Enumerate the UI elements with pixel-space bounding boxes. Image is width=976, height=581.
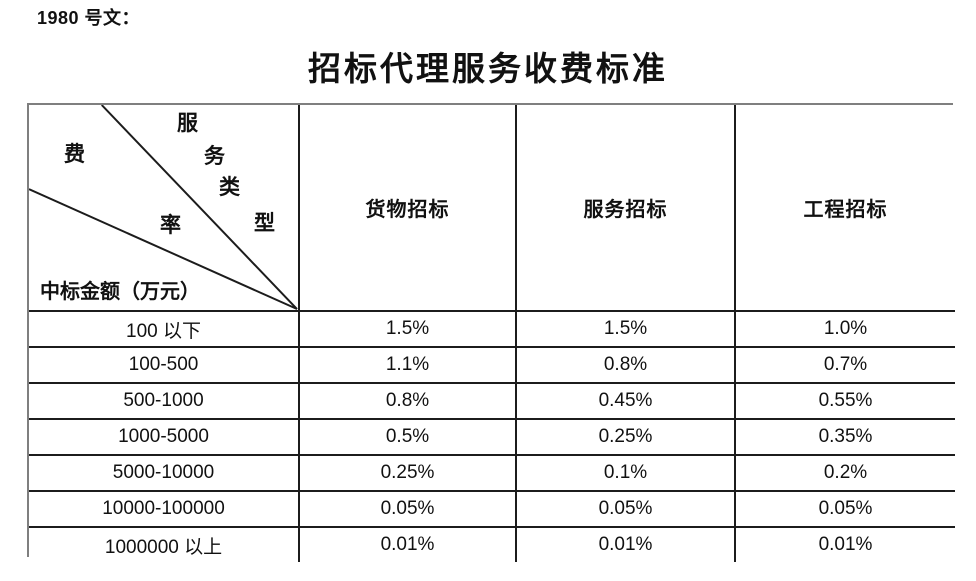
table-row: 1000-5000 0.5% 0.25% 0.35%: [29, 418, 955, 456]
value-cell: 0.8%: [298, 382, 517, 420]
value-cell: 1.5%: [298, 310, 517, 348]
corner-header-cell: 服 务 类 型 费 率 中标金额（万元）: [29, 105, 300, 312]
value-cell: 0.55%: [734, 382, 955, 420]
table-row: 100 以下 1.5% 1.5% 1.0%: [29, 310, 955, 348]
value-cell: 0.05%: [298, 490, 517, 528]
value-cell: 1.0%: [734, 310, 955, 348]
table-row: 100-500 1.1% 0.8% 0.7%: [29, 346, 955, 384]
value-cell: 0.8%: [515, 346, 736, 384]
corner-fee-rate-char-1: 费: [64, 142, 85, 166]
value-cell: 1.1%: [298, 346, 517, 384]
table-row: 1000000 以上 0.01% 0.01% 0.01%: [29, 526, 955, 562]
value-cell: 0.2%: [734, 454, 955, 492]
value-cell: 0.25%: [515, 418, 736, 456]
range-cell: 5000-10000: [29, 454, 300, 492]
table-row: 5000-10000 0.25% 0.1% 0.2%: [29, 454, 955, 492]
corner-service-type-char-4: 型: [254, 211, 275, 235]
range-cell: 1000000 以上: [29, 526, 300, 562]
value-cell: 0.35%: [734, 418, 955, 456]
value-cell: 0.05%: [734, 490, 955, 528]
corner-service-type-char-2: 务: [204, 144, 225, 168]
value-cell: 0.01%: [515, 526, 736, 562]
column-header-engineering: 工程招标: [734, 105, 955, 312]
value-cell: 0.05%: [515, 490, 736, 528]
value-cell: 0.45%: [515, 382, 736, 420]
column-header-goods: 货物招标: [298, 105, 517, 312]
value-cell: 0.01%: [734, 526, 955, 562]
value-cell: 0.1%: [515, 454, 736, 492]
table-row: 10000-100000 0.05% 0.05% 0.05%: [29, 490, 955, 528]
corner-service-type-char-1: 服: [177, 111, 198, 135]
range-cell: 100 以下: [29, 310, 300, 348]
value-cell: 0.01%: [298, 526, 517, 562]
fee-table-container: 服 务 类 型 费 率 中标金额（万元） 货物招标 服务招标 工程招标 100 …: [27, 103, 955, 562]
range-cell: 10000-100000: [29, 490, 300, 528]
corner-fee-rate-char-2: 率: [160, 213, 181, 237]
column-header-services: 服务招标: [515, 105, 736, 312]
range-cell: 500-1000: [29, 382, 300, 420]
page-title: 招标代理服务收费标准: [308, 52, 668, 88]
value-cell: 0.7%: [734, 346, 955, 384]
range-cell: 1000-5000: [29, 418, 300, 456]
value-cell: 0.5%: [298, 418, 517, 456]
fee-table: 服 务 类 型 费 率 中标金额（万元） 货物招标 服务招标 工程招标 100 …: [29, 105, 955, 562]
doc-number-label: 1980 号文：: [37, 8, 141, 28]
value-cell: 1.5%: [515, 310, 736, 348]
value-cell: 0.25%: [298, 454, 517, 492]
header-row: 服 务 类 型 费 率 中标金额（万元） 货物招标 服务招标 工程招标: [29, 105, 955, 312]
corner-service-type-char-3: 类: [219, 175, 240, 199]
diagonal-lines: [29, 105, 298, 310]
range-cell: 100-500: [29, 346, 300, 384]
row-axis-label: 中标金额（万元）: [40, 281, 200, 303]
table-row: 500-1000 0.8% 0.45% 0.55%: [29, 382, 955, 420]
